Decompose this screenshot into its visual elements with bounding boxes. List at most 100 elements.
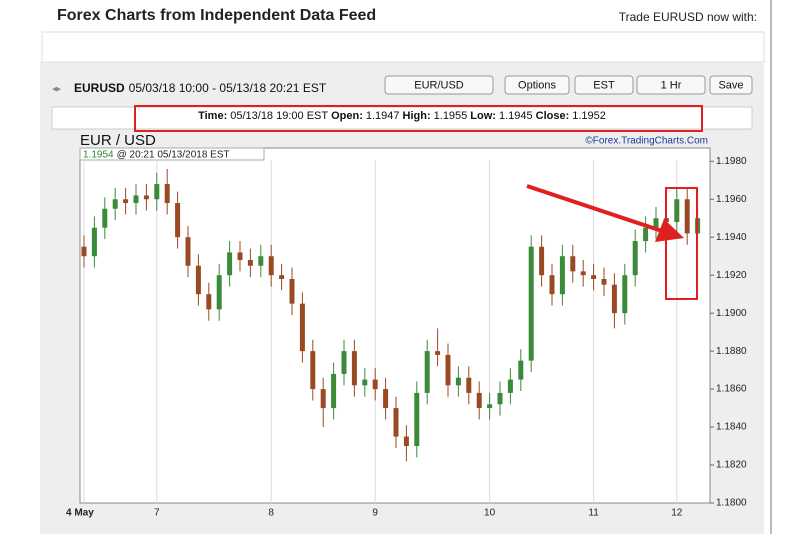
candle-body [518, 360, 524, 380]
source: ©Forex.TradingCharts.Com [585, 136, 708, 147]
x-tick-label: 10 [484, 508, 496, 519]
x-tick-label: 11 [588, 508, 599, 519]
candle-body [81, 246, 87, 257]
x-tick-label: 12 [671, 508, 683, 519]
candle-body [102, 208, 108, 228]
candle-body [258, 256, 264, 266]
last-time: @ 20:21 05/13/2018 EST [117, 149, 230, 160]
y-tick-label: 1.1800 [716, 498, 747, 509]
candle-body [237, 252, 243, 261]
candle-body [528, 246, 534, 361]
button-label[interactable]: EST [593, 79, 615, 91]
candle-body [268, 256, 274, 276]
candle-body [154, 184, 160, 200]
candle-body [445, 354, 451, 386]
candle-body [539, 246, 545, 276]
candle-body [559, 256, 565, 295]
candle-body [601, 278, 607, 285]
button-label[interactable]: 1 Hr [661, 79, 682, 91]
button[interactable]: Save [709, 75, 753, 95]
candle-body [164, 184, 170, 204]
button[interactable]: EUR/USD [384, 75, 494, 95]
candle-body [195, 265, 201, 295]
ad-bar [41, 31, 765, 63]
y-tick-label: 1.1880 [716, 346, 747, 357]
label: High: [403, 110, 431, 122]
button-frame[interactable] [709, 75, 753, 95]
candle-body [403, 436, 409, 447]
page-title: Forex Charts from Independent Data Feed [57, 7, 376, 24]
x-tick-label: 7 [154, 508, 160, 519]
candle-body [112, 199, 118, 209]
date-range: 05/03/18 10:00 - 05/13/18 20:21 EST [129, 81, 327, 95]
candle-body [289, 278, 295, 304]
plot-area [79, 147, 711, 504]
arrow-head [655, 219, 684, 242]
candle-body [487, 404, 493, 409]
y-tick-label: 1.1960 [716, 194, 747, 205]
candle-body [611, 284, 617, 314]
y-tick-label: 1.1940 [716, 232, 747, 243]
candle-body [684, 199, 690, 234]
x-tick-label: 4 May [66, 508, 94, 519]
candle-body [362, 379, 368, 386]
candle-body [216, 275, 222, 310]
candle-body [320, 389, 326, 409]
last-box [79, 147, 265, 161]
candle-body [580, 271, 586, 276]
y-tick-label: 1.1900 [716, 308, 747, 319]
candle-body [507, 379, 513, 393]
candle-body [591, 275, 597, 279]
candle-body [424, 351, 430, 393]
last-quote: 1.1954 @ 20:21 05/13/2018 EST [83, 149, 230, 160]
button-label[interactable]: Options [518, 79, 556, 91]
candle-body [351, 351, 357, 386]
candle-body [279, 275, 285, 279]
candle-body [466, 377, 472, 393]
candle-body [632, 241, 638, 276]
candle-body [653, 218, 659, 228]
candle-body [310, 351, 316, 390]
value: 1.1945 [499, 110, 533, 122]
symbol: EURUSD [74, 81, 125, 95]
highlight-box [665, 187, 698, 300]
info-text: Time: 05/13/18 19:00 EST Open: 1.1947 High: 1… [198, 110, 606, 122]
label: Close: [536, 110, 570, 122]
button-label[interactable]: EUR/USD [414, 79, 464, 91]
scroll-icon[interactable]: ◂▸ [52, 83, 62, 93]
candle-body [622, 275, 628, 314]
candle-body [435, 351, 441, 355]
trade-text: Trade EURUSD now with: [619, 10, 757, 24]
button[interactable]: Options [504, 75, 570, 95]
y-tick-label: 1.1980 [716, 156, 747, 167]
button-label[interactable]: Save [718, 79, 743, 91]
button[interactable]: EST [574, 75, 634, 95]
candle-body [299, 303, 305, 352]
candle-body [123, 199, 129, 204]
x-tick-label: 8 [268, 508, 274, 519]
plot: 1.1800 1.1820 1.1840 1.1860 1.1880 1.1900 1.19… [66, 156, 747, 519]
value: 1.1947 [366, 110, 400, 122]
candle-body [91, 227, 97, 257]
button[interactable]: 1 Hr [636, 75, 706, 95]
chart-title: EUR / USD [80, 132, 156, 149]
button-frame[interactable] [636, 75, 706, 95]
value: 05/13/18 19:00 EST [230, 110, 328, 122]
label: Open: [331, 110, 363, 122]
candle-body [393, 408, 399, 437]
button-frame[interactable] [384, 75, 494, 95]
candle-body [372, 379, 378, 390]
button-frame[interactable] [574, 75, 634, 95]
candle-body [247, 260, 253, 266]
candle-body [341, 351, 347, 374]
toolbar: EUR/USD Options EST 1 Hr Save [384, 75, 753, 95]
button-frame[interactable] [504, 75, 570, 95]
value: 1.1952 [572, 110, 606, 122]
candle-body [206, 294, 212, 310]
y-tick-label: 1.1820 [716, 460, 747, 471]
candle-body [476, 392, 482, 409]
candle-body [185, 237, 191, 266]
candle-body [143, 195, 149, 200]
candle-body [331, 373, 337, 409]
